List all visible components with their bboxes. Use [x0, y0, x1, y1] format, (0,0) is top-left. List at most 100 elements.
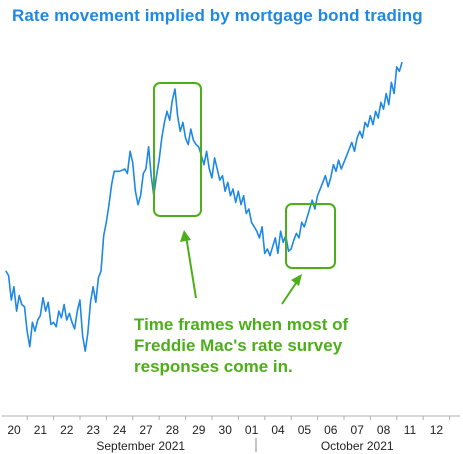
- series-point: [338, 159, 340, 161]
- series-point: [298, 237, 300, 239]
- series-point: [385, 92, 387, 95]
- series-point: [351, 141, 353, 143]
- series-point: [45, 310, 47, 312]
- series-point: [16, 310, 18, 312]
- series-point: [108, 204, 110, 206]
- series-point: [134, 190, 136, 192]
- month-labels: September 2021 October 2021: [96, 438, 394, 453]
- series-point: [272, 246, 274, 248]
- series-point: [280, 230, 282, 232]
- series-point: [126, 172, 128, 175]
- series-point: [34, 330, 36, 332]
- series-point: [171, 99, 173, 101]
- series-point: [293, 239, 295, 241]
- series-point: [245, 212, 247, 214]
- series-point: [388, 104, 390, 106]
- callout-arrow-2: [281, 279, 299, 305]
- series-group: [5, 61, 403, 352]
- series-point: [39, 315, 41, 317]
- series-point: [364, 121, 366, 123]
- series-point: [219, 179, 221, 181]
- x-tick-label: 20: [7, 423, 21, 437]
- chart-title: Rate movement implied by mortgage bond t…: [12, 6, 423, 25]
- series-point: [26, 330, 28, 332]
- series-point: [248, 208, 250, 210]
- series-point: [382, 108, 385, 110]
- x-tick-label: 27: [139, 423, 153, 437]
- arrow-head-1-icon: [180, 230, 191, 242]
- series-point: [393, 92, 395, 95]
- series-point: [243, 195, 245, 197]
- x-tick-label: 04: [271, 423, 285, 437]
- series-point: [177, 115, 179, 117]
- series-point: [206, 150, 208, 152]
- series-point: [332, 164, 334, 166]
- series-point: [309, 208, 311, 210]
- series-point: [301, 221, 303, 223]
- series-point: [63, 303, 65, 306]
- series-point: [79, 299, 81, 301]
- series-point: [290, 248, 292, 250]
- series-point: [184, 137, 187, 139]
- series-point: [8, 275, 10, 277]
- series-point: [95, 301, 97, 303]
- x-tick-label: 30: [219, 423, 233, 437]
- series-point: [13, 286, 15, 288]
- series-point: [58, 310, 60, 312]
- annotation-text: Time frames when most of Freddie Mac's r…: [134, 314, 414, 377]
- series-point: [113, 170, 115, 172]
- series-point: [47, 301, 49, 303]
- series-point: [198, 146, 200, 148]
- series-point: [137, 204, 139, 206]
- series-point: [142, 172, 144, 175]
- series-point: [258, 237, 260, 239]
- series-point: [216, 168, 218, 170]
- series-point: [250, 221, 253, 223]
- series-point: [372, 124, 374, 126]
- callout-arrow-1: [185, 235, 197, 299]
- series-point: [68, 312, 70, 314]
- series-point: [29, 346, 31, 348]
- series-point: [287, 250, 290, 252]
- series-point: [76, 310, 78, 312]
- series-point: [398, 70, 400, 72]
- series-point: [31, 321, 33, 323]
- series-point: [319, 188, 321, 190]
- series-point: [295, 232, 297, 234]
- series-point: [221, 175, 224, 177]
- series-point: [256, 230, 258, 232]
- series-point: [50, 323, 52, 326]
- x-axis-ticks: [26, 416, 451, 420]
- series-point: [343, 161, 345, 163]
- series-point: [227, 181, 229, 183]
- series-point: [10, 299, 12, 301]
- callout-box-1: [153, 82, 202, 217]
- series-point: [5, 270, 7, 272]
- series-point: [166, 110, 168, 112]
- series-point: [161, 137, 163, 139]
- x-tick-label: 29: [192, 423, 206, 437]
- series-point: [74, 328, 76, 330]
- series-point: [240, 204, 242, 206]
- series-point: [303, 226, 305, 228]
- series-point: [253, 226, 255, 228]
- series-point: [155, 175, 158, 177]
- series-point: [232, 188, 234, 190]
- series-point: [100, 270, 102, 272]
- series-point: [335, 170, 337, 172]
- series-point: [192, 139, 194, 141]
- series-point: [375, 110, 377, 112]
- x-tick-label: 23: [87, 423, 101, 437]
- series-point: [277, 252, 279, 254]
- series-point: [353, 150, 356, 152]
- x-tick-label: 11: [404, 423, 417, 437]
- series-point: [282, 241, 284, 243]
- x-tick-label: 01: [245, 423, 259, 437]
- callouts: [153, 82, 336, 305]
- series-point: [367, 126, 369, 128]
- series-point: [356, 137, 358, 139]
- series-point: [84, 350, 86, 352]
- series-point: [66, 319, 68, 321]
- series-point: [150, 175, 152, 177]
